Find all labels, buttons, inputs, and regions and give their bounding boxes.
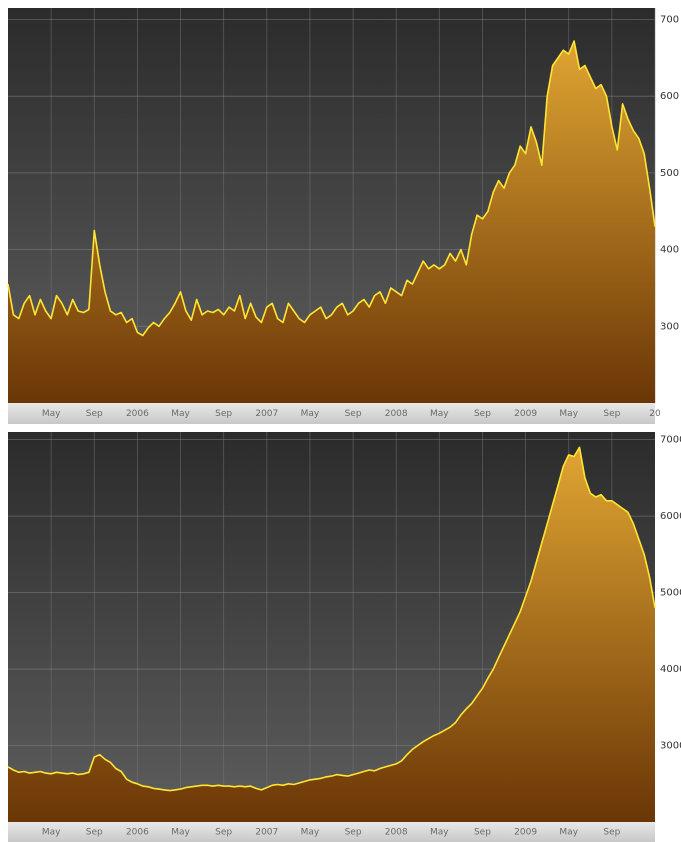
line [7, 40, 656, 337]
x-tick-label: Sep [345, 828, 362, 838]
x-tick-label: May [42, 409, 61, 419]
x-tick-label: May [559, 828, 578, 838]
area-fill [8, 41, 655, 403]
x-tick-label: 2006 [126, 409, 149, 419]
x-tick-label: 2008 [385, 409, 408, 419]
x-tick-label: May [559, 409, 578, 419]
y-tick-label: 6000 [660, 511, 681, 522]
y-tick-label: 400 [660, 245, 679, 256]
x-tick-label: Sep [474, 409, 491, 419]
x-tick-label: 2007 [255, 409, 278, 419]
x-tick-label: May [171, 409, 190, 419]
x-tick-label: Sep [345, 409, 362, 419]
x-tick-label: 2006 [126, 828, 149, 838]
x-tick-label: May [430, 409, 449, 419]
y-tick-label: 3000 [660, 741, 681, 752]
x-tick-label: May [301, 828, 320, 838]
y-tick-label: 600 [660, 91, 679, 102]
x-tick-label: May [301, 409, 320, 419]
y-tick-label: 300 [660, 321, 679, 332]
x-tick-label: 2009 [514, 409, 537, 419]
x-tick-label: 2009 [514, 828, 537, 838]
x-tick-label: 2007 [255, 828, 278, 838]
x-tick-label: Sep [86, 828, 103, 838]
x-axis-strip [8, 822, 655, 842]
y-tick-label: 700 [660, 15, 679, 26]
x-tick-label: Sep [603, 409, 620, 419]
y-tick-label: 7000 [660, 435, 681, 446]
y-tick-label: 4000 [660, 664, 681, 675]
x-tick-label: 2008 [385, 828, 408, 838]
x-tick-label: May [171, 828, 190, 838]
x-tick-label: Sep [215, 409, 232, 419]
x-axis-strip [8, 403, 655, 424]
y-tick-label: 500 [660, 168, 679, 179]
x-tick-label: Sep [215, 828, 232, 838]
area-fill [8, 447, 655, 822]
x-tick-label: May [430, 828, 449, 838]
x-tick-label: Sep [474, 828, 491, 838]
x-tick-label: 20 [649, 409, 661, 419]
y-tick-label: 5000 [660, 588, 681, 599]
line [7, 446, 656, 792]
x-tick-label: Sep [603, 828, 620, 838]
x-tick-label: Sep [86, 409, 103, 419]
x-tick-label: May [42, 828, 61, 838]
